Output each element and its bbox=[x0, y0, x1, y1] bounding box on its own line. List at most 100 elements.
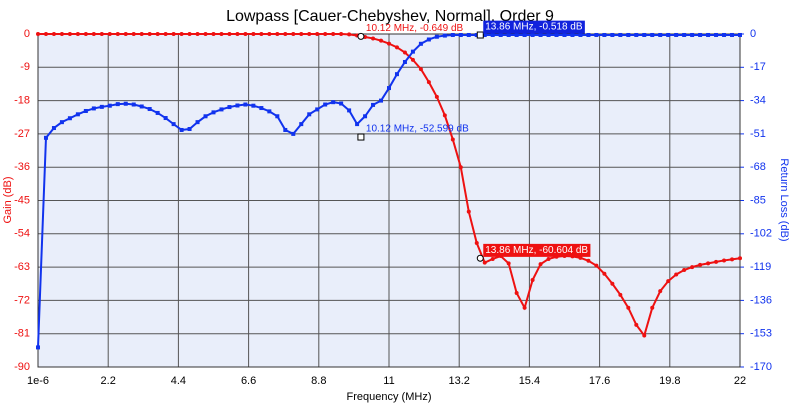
point bbox=[75, 32, 80, 36]
point bbox=[347, 32, 352, 37]
point bbox=[570, 32, 575, 37]
point bbox=[43, 32, 48, 36]
point bbox=[490, 256, 495, 261]
point bbox=[67, 116, 72, 121]
point bbox=[586, 258, 591, 263]
point bbox=[386, 86, 391, 91]
point bbox=[147, 107, 152, 112]
point bbox=[283, 32, 288, 36]
point bbox=[315, 32, 320, 36]
point bbox=[139, 32, 144, 36]
annotation-marker bbox=[357, 133, 365, 141]
point bbox=[243, 32, 248, 36]
y2-tick-label: -119 bbox=[750, 261, 771, 273]
point bbox=[738, 32, 742, 37]
y2-tick-label: -85 bbox=[750, 194, 766, 206]
y-tick-label: -18 bbox=[14, 95, 30, 107]
point bbox=[698, 262, 703, 267]
y-tick-label: -36 bbox=[14, 161, 30, 173]
point bbox=[251, 103, 256, 108]
point bbox=[163, 32, 168, 36]
point bbox=[363, 114, 368, 119]
point bbox=[107, 103, 112, 108]
point bbox=[578, 32, 583, 37]
point bbox=[426, 80, 431, 85]
point bbox=[458, 165, 463, 170]
point bbox=[610, 32, 615, 37]
point bbox=[426, 37, 431, 42]
point bbox=[339, 32, 344, 36]
point bbox=[107, 32, 112, 36]
point bbox=[36, 345, 40, 350]
x-tick-label: 22 bbox=[734, 375, 746, 387]
annotation-box bbox=[483, 20, 585, 34]
annotation-label: 13.86 MHz, -60.604 dB bbox=[485, 245, 588, 256]
point bbox=[36, 32, 40, 36]
point bbox=[91, 32, 96, 36]
point bbox=[43, 135, 48, 140]
point bbox=[155, 32, 160, 36]
point bbox=[498, 32, 503, 37]
y-tick-label: -90 bbox=[14, 361, 30, 373]
x-tick-label: 1e-6 bbox=[27, 375, 49, 387]
y-tick-label: -54 bbox=[14, 228, 30, 240]
point bbox=[394, 45, 399, 50]
point bbox=[379, 38, 384, 43]
point bbox=[115, 102, 120, 107]
point bbox=[674, 32, 679, 37]
x-tick-label: 19.8 bbox=[659, 375, 680, 387]
point bbox=[666, 279, 671, 284]
point bbox=[530, 278, 535, 283]
point bbox=[299, 32, 304, 36]
point bbox=[83, 108, 88, 113]
point bbox=[59, 120, 64, 125]
point bbox=[730, 257, 735, 262]
point bbox=[331, 32, 336, 36]
point bbox=[594, 263, 599, 268]
point bbox=[410, 57, 415, 62]
point bbox=[626, 32, 631, 37]
point bbox=[482, 260, 487, 265]
point bbox=[514, 291, 519, 295]
point bbox=[642, 32, 647, 37]
point bbox=[171, 122, 176, 127]
point bbox=[714, 259, 719, 264]
point bbox=[51, 32, 56, 36]
point bbox=[418, 67, 423, 72]
point bbox=[251, 32, 256, 36]
point bbox=[706, 261, 711, 266]
x-tick-label: 17.6 bbox=[589, 375, 610, 387]
point bbox=[554, 32, 559, 37]
point bbox=[83, 32, 88, 36]
point bbox=[307, 32, 312, 36]
point bbox=[442, 33, 447, 38]
point bbox=[402, 60, 407, 65]
point bbox=[610, 281, 615, 286]
point bbox=[650, 305, 655, 310]
point bbox=[155, 110, 160, 115]
y-tick-label: -81 bbox=[14, 328, 30, 340]
point bbox=[147, 32, 152, 36]
point bbox=[259, 106, 264, 111]
y-tick-label: -27 bbox=[14, 128, 30, 140]
point bbox=[331, 100, 336, 105]
point bbox=[682, 32, 687, 37]
point bbox=[371, 102, 376, 107]
y2-tick-label: -68 bbox=[750, 161, 766, 173]
point bbox=[323, 102, 328, 107]
point bbox=[195, 32, 200, 36]
point bbox=[474, 241, 479, 246]
point bbox=[386, 41, 391, 46]
point bbox=[91, 106, 96, 111]
point bbox=[506, 32, 511, 37]
y-tick-label: -63 bbox=[14, 261, 30, 273]
point bbox=[434, 34, 439, 39]
point bbox=[546, 32, 551, 37]
point bbox=[187, 32, 192, 36]
point bbox=[586, 32, 591, 37]
point bbox=[371, 36, 376, 41]
point bbox=[139, 104, 144, 109]
point bbox=[450, 137, 455, 142]
point bbox=[602, 271, 607, 276]
